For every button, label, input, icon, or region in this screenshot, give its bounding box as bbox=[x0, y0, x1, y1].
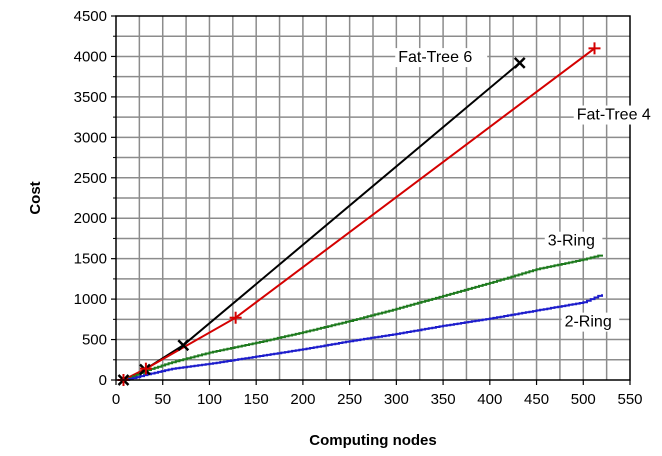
x-tick-label: 200 bbox=[290, 391, 315, 408]
label-3-ring: 3-Ring bbox=[548, 233, 595, 250]
y-tick-label: 3500 bbox=[74, 89, 107, 106]
marker-fat-tree-6 bbox=[513, 57, 526, 69]
x-tick-label: 0 bbox=[112, 391, 120, 408]
marker-stroke bbox=[177, 339, 190, 352]
y-tick-label: 1500 bbox=[74, 251, 107, 268]
label-2-ring: 2-Ring bbox=[565, 314, 612, 331]
x-tick-label: 400 bbox=[477, 391, 502, 408]
y-tick-label: 3000 bbox=[74, 129, 107, 146]
label-bg-2-ring bbox=[561, 312, 620, 332]
label-fat-tree-4: Fat-Tree 4 bbox=[577, 107, 651, 124]
marker-fat-tree-4 bbox=[229, 311, 242, 324]
series-line-3-ring bbox=[125, 254, 603, 381]
markers-layer bbox=[117, 42, 601, 386]
series-line-fat-tree-4 bbox=[123, 47, 596, 381]
y-tick-label: 4500 bbox=[74, 8, 107, 25]
label-bg-3-ring bbox=[544, 231, 603, 251]
x-tick-label: 450 bbox=[524, 391, 549, 408]
x-tick-label: 550 bbox=[617, 391, 642, 408]
y-axis-title: Cost bbox=[27, 181, 44, 214]
x-tick-label: 150 bbox=[244, 391, 269, 408]
label-bg-fat-tree-6 bbox=[395, 48, 488, 68]
x-tick-label: 300 bbox=[384, 391, 409, 408]
x-tick-label: 500 bbox=[571, 391, 596, 408]
y-tick-label: 500 bbox=[82, 332, 107, 349]
marker-fat-tree-4 bbox=[588, 42, 601, 55]
series-line-fat-tree-6 bbox=[123, 62, 521, 381]
y-tick-label: 2000 bbox=[74, 210, 107, 227]
label-bg-fat-tree-4 bbox=[573, 105, 662, 125]
axis-ticks: 0 50 100 150 200 250 300 350 400 450 500 550 0 500 100… bbox=[74, 8, 643, 408]
marker-stroke bbox=[513, 57, 526, 69]
y-tick-label: 0 bbox=[99, 372, 107, 389]
y-tick-label: 2500 bbox=[74, 170, 107, 187]
x-axis-title: Computing nodes bbox=[309, 432, 437, 449]
x-tick-label: 50 bbox=[154, 391, 171, 408]
x-tick-label: 250 bbox=[337, 391, 362, 408]
series-line-2-ring bbox=[125, 294, 603, 381]
series-layer bbox=[123, 47, 603, 381]
marker-fat-tree-6 bbox=[177, 339, 190, 352]
x-tick-label: 350 bbox=[431, 391, 456, 408]
gridlines bbox=[116, 16, 630, 380]
label-fat-tree-6: Fat-Tree 6 bbox=[398, 49, 472, 66]
y-tick-label: 1000 bbox=[74, 291, 107, 308]
x-tick-label: 100 bbox=[197, 391, 222, 408]
marker-fat-tree-4 bbox=[139, 362, 152, 375]
series-labels: Fat-Tree 6 Fat-Tree 4 3-Ring 2-Ring bbox=[395, 48, 662, 332]
y-tick-label: 4000 bbox=[74, 48, 107, 65]
